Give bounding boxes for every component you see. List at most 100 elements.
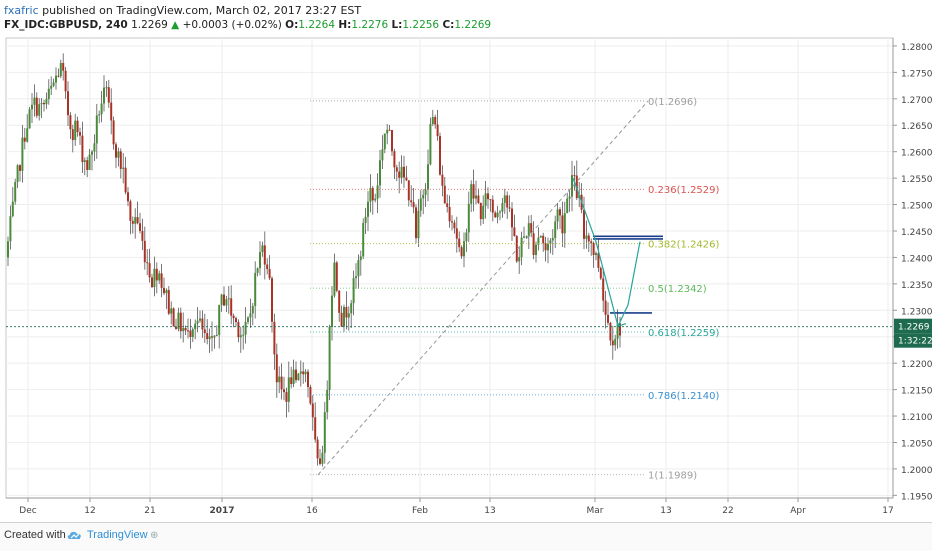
- candle-body: [146, 262, 149, 264]
- symbol-label[interactable]: FX_IDC:GBPUSD, 240: [4, 19, 128, 31]
- candle-body: [127, 192, 129, 202]
- candle-body: [427, 164, 429, 190]
- pattern-line[interactable]: [617, 322, 627, 327]
- candle-body: [155, 268, 158, 281]
- candle-body: [319, 458, 321, 464]
- high-value: 1.2276: [351, 19, 389, 31]
- candle-body: [316, 439, 319, 459]
- fib-level-label: 0.236(1.2529): [648, 185, 720, 196]
- candle-body: [398, 171, 401, 178]
- candle-body: [62, 62, 65, 71]
- candle-body: [196, 320, 199, 324]
- candle-body: [59, 62, 62, 77]
- candle-body: [259, 252, 261, 269]
- candle-body: [134, 217, 137, 224]
- candle-body: [515, 236, 518, 262]
- candle-body: [220, 294, 223, 305]
- candle-body: [19, 165, 21, 171]
- candle-body: [475, 195, 477, 199]
- y-tick-label: 1.2100: [901, 413, 932, 423]
- candle-body: [160, 273, 163, 288]
- candle-body: [292, 369, 295, 385]
- candle-body: [616, 323, 619, 339]
- fib-level-label: 0.5(1.2342): [648, 284, 707, 295]
- candle-body: [439, 136, 441, 175]
- candle-body: [491, 199, 494, 213]
- candle-body: [237, 322, 240, 338]
- x-tick-label: Dec: [19, 506, 36, 516]
- price-chart[interactable]: 0(1.2696) 0.236(1.2529) 0.382(1.2426) 0.5(1…: [0, 0, 932, 522]
- candle-body: [602, 278, 605, 301]
- candle-body: [496, 212, 499, 218]
- candle-body: [47, 88, 50, 100]
- candle-body: [263, 245, 266, 265]
- candle-body: [273, 321, 276, 355]
- candle-body: [167, 290, 170, 314]
- candle-body: [71, 129, 74, 141]
- candle-body: [177, 312, 180, 329]
- candle-body: [314, 417, 317, 440]
- candle-body: [208, 336, 211, 340]
- candle-body: [223, 294, 225, 306]
- candle-body: [458, 238, 461, 248]
- candle-body: [537, 237, 540, 245]
- candle-body: [55, 75, 57, 83]
- candle-body: [122, 167, 125, 169]
- x-tick-label: 17: [882, 506, 893, 516]
- candle-body: [403, 166, 405, 178]
- candle-body: [215, 334, 218, 336]
- candle-body: [362, 222, 365, 257]
- candle-body: [151, 277, 153, 288]
- drawings: 0(1.2696) 0.236(1.2529) 0.382(1.2426) 0.5(1…: [6, 97, 893, 482]
- candle-body: [549, 240, 552, 244]
- countdown-label: 1:32:22: [898, 337, 932, 347]
- candle-body: [415, 207, 417, 239]
- candle-body: [448, 207, 451, 222]
- candle-body: [285, 392, 288, 402]
- candle-body: [599, 267, 602, 279]
- x-tick-label: 16: [306, 506, 318, 516]
- candle-body: [172, 308, 175, 327]
- candle-body: [523, 236, 525, 238]
- grid: [5, 37, 894, 499]
- candle-body: [249, 313, 252, 318]
- candle-body: [494, 212, 497, 218]
- fib-level-label: 1(1.1989): [648, 471, 697, 482]
- candle-body: [40, 102, 43, 105]
- candle-body: [345, 306, 348, 318]
- candle-body: [287, 377, 290, 402]
- candle-body: [117, 151, 120, 158]
- candle-body: [535, 244, 537, 255]
- candle-body: [235, 318, 237, 323]
- tradingview-brand-link[interactable]: TradingView: [87, 529, 148, 541]
- candle-body: [340, 312, 343, 327]
- share-icon[interactable]: ⊕: [150, 530, 159, 541]
- candle-body: [81, 135, 84, 163]
- candle-body: [218, 304, 221, 335]
- tradingview-cloud-icon[interactable]: [66, 527, 84, 546]
- candle-body: [590, 241, 593, 244]
- candle-body: [412, 202, 415, 208]
- y-tick-label: 1.2700: [901, 96, 932, 106]
- candle-body: [129, 201, 132, 221]
- author-link[interactable]: fxafric: [4, 4, 39, 17]
- candle-body: [323, 412, 326, 453]
- x-tick-label: 2017: [209, 506, 234, 516]
- candle-body: [573, 175, 576, 177]
- close-value: 1.2269: [454, 19, 492, 31]
- candle-body: [422, 194, 425, 199]
- candle-body: [136, 217, 139, 224]
- candle-body: [295, 369, 297, 381]
- candle-body: [107, 87, 110, 103]
- created-with-label: Created with: [4, 529, 66, 541]
- x-tick-label: 13: [660, 506, 671, 516]
- candle-body: [467, 203, 470, 233]
- candle-body: [463, 241, 465, 257]
- low-value: 1.2256: [402, 19, 440, 31]
- close-label: C:: [442, 19, 455, 31]
- candle-body: [407, 180, 410, 201]
- candle-body: [182, 327, 185, 332]
- y-tick-label: 1.2750: [901, 69, 932, 79]
- countdown-marker: [894, 333, 932, 348]
- candle-body: [364, 216, 367, 223]
